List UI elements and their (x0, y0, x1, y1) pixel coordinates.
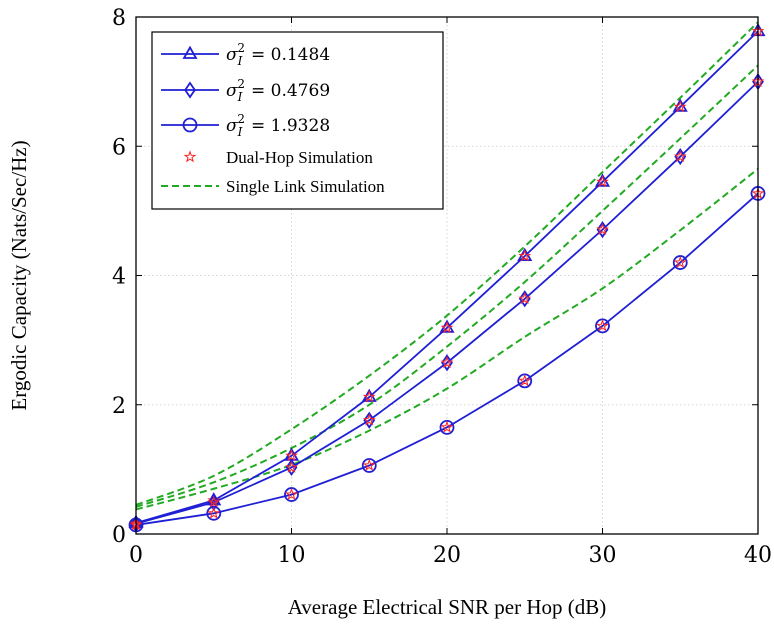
x-tick-label: 10 (278, 543, 306, 568)
series-2-point (674, 147, 687, 166)
dual-hop-simulation-point (518, 292, 532, 305)
dual-hop-simulation-point (596, 175, 609, 188)
dual-hop-simulation-point (285, 449, 298, 462)
dual-hop-simulation-point (207, 506, 221, 519)
series-line-3 (135, 192, 759, 526)
legend-label-single-link: Single Link Simulation (226, 177, 385, 196)
series-layer (135, 21, 759, 526)
y-tick-label: 8 (112, 6, 126, 31)
series-line-1 (135, 30, 759, 524)
legend-marker-2 (184, 81, 196, 99)
legend-label-1: σI2 = 0.1484 (226, 41, 330, 68)
legend-marker-3 (182, 117, 198, 133)
single-link-curve-2 (135, 64, 759, 508)
x-tick-label: 40 (744, 543, 772, 568)
series-2-point (285, 458, 298, 477)
dual-hop-simulation-point (285, 487, 298, 501)
series-line-2 (135, 80, 759, 525)
series-2-point (363, 411, 376, 429)
dual-hop-simulation-point (440, 321, 454, 334)
dual-hop-simulation-point (440, 420, 454, 433)
dual-hop-simulation-point (207, 495, 221, 508)
legend-label-2: σI2 = 0.4769 (226, 77, 330, 104)
y-tick-label: 4 (112, 265, 126, 290)
y-tick-label: 6 (112, 135, 126, 160)
x-tick-label: 30 (589, 543, 617, 568)
dual-hop-simulation-point (362, 413, 376, 426)
legend-label-3: σI2 = 1.9328 (226, 112, 330, 139)
dual-hop-simulation-point (207, 493, 221, 506)
single-link-curve-1 (135, 21, 759, 506)
dual-hop-simulation-point (518, 249, 532, 262)
legend-box (151, 31, 444, 210)
dual-hop-simulation-point (440, 356, 454, 369)
dual-hop-simulation-point (362, 390, 376, 403)
legend-marker-1 (182, 45, 198, 59)
axis-ticks: 0 10 20 30 40 0 2 4 6 8 (112, 6, 772, 568)
single-link-curve-3 (135, 168, 759, 511)
series-2-point (596, 221, 609, 239)
dual-hop-simulation-point (596, 222, 609, 236)
y-tick-label: 0 (112, 523, 126, 548)
series-2-point (518, 290, 531, 308)
x-axis-label: Average Electrical SNR per Hop (dB) (288, 595, 607, 619)
dual-hop-simulation-point (285, 460, 298, 473)
legend-label-dual-hop: Dual-Hop Simulation (226, 148, 373, 167)
series-2-point (441, 354, 453, 372)
dual-hop-simulation-point (518, 374, 532, 387)
dual-hop-simulation-point (673, 149, 687, 163)
x-tick-label: 0 (129, 543, 143, 568)
dual-hop-simulation-point (362, 458, 376, 471)
dual-hop-simulation-point (596, 319, 609, 332)
x-tick-label: 20 (433, 543, 461, 568)
dual-hop-simulation-point (673, 100, 687, 113)
y-axis-label: Ergodic Capacity (Nats/Sec/Hz) (7, 140, 31, 410)
legend-marker-dual-hop (183, 150, 197, 163)
y-tick-label: 2 (112, 394, 126, 419)
legend: σI2 = 0.1484 σI2 = 0.4769 σI2 = 1.9328 Dual-Ho… (151, 31, 444, 210)
dual-hop-simulation-point (673, 255, 687, 268)
